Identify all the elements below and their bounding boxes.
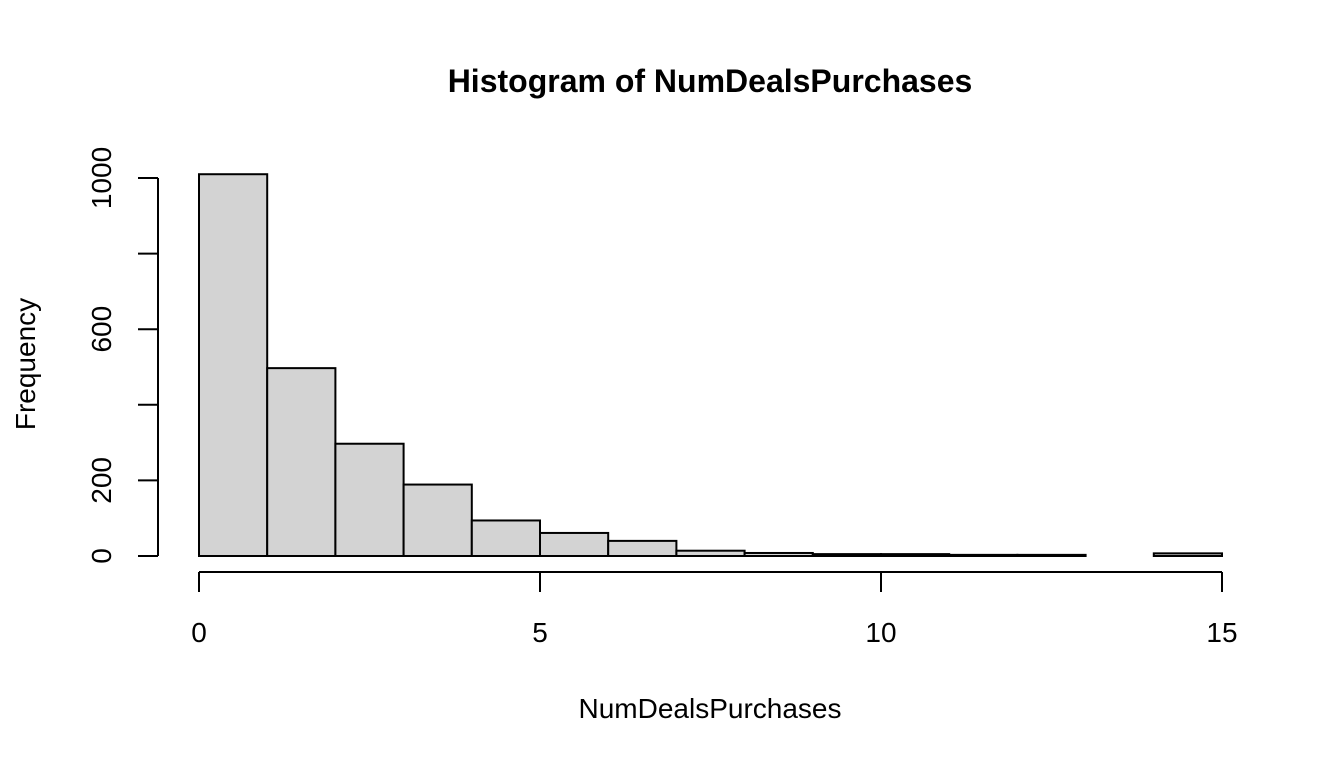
histogram-bar-7 bbox=[675, 549, 746, 558]
histogram-bar-12 bbox=[1016, 553, 1087, 558]
histogram-bar-2 bbox=[334, 442, 405, 558]
histogram-bar-1 bbox=[266, 367, 337, 557]
x-tick-label-0: 0 bbox=[191, 617, 207, 648]
y-tick-label-5: 1000 bbox=[86, 147, 117, 209]
histogram-bar-4 bbox=[470, 519, 541, 558]
histogram-bar-6 bbox=[607, 539, 678, 558]
y-tick-label-3: 600 bbox=[86, 306, 117, 353]
histogram-bar-5 bbox=[539, 531, 610, 558]
y-axis-label: Frequency bbox=[10, 298, 41, 430]
y-tick-label-1: 200 bbox=[86, 457, 117, 504]
histogram-bar-8 bbox=[743, 551, 814, 558]
histogram-bar-0 bbox=[198, 173, 269, 557]
x-tick-label-2: 10 bbox=[865, 617, 896, 648]
y-axis: 0 200 600 1000 bbox=[86, 147, 159, 564]
histogram-bar-9 bbox=[811, 553, 882, 557]
y-tick-label-0: 0 bbox=[86, 548, 117, 564]
histogram-bar-10 bbox=[880, 553, 951, 557]
bars-group bbox=[198, 173, 1224, 558]
histogram-bar-11 bbox=[948, 553, 1019, 558]
histogram-bar-14 bbox=[1152, 552, 1224, 558]
x-axis-label: NumDealsPurchases bbox=[579, 693, 842, 724]
chart-title: Histogram of NumDealsPurchases bbox=[448, 63, 973, 99]
histogram-bar-3 bbox=[402, 483, 473, 558]
x-axis: 0 5 10 15 bbox=[191, 571, 1238, 648]
x-tick-label-3: 15 bbox=[1206, 617, 1237, 648]
x-tick-label-1: 5 bbox=[532, 617, 548, 648]
